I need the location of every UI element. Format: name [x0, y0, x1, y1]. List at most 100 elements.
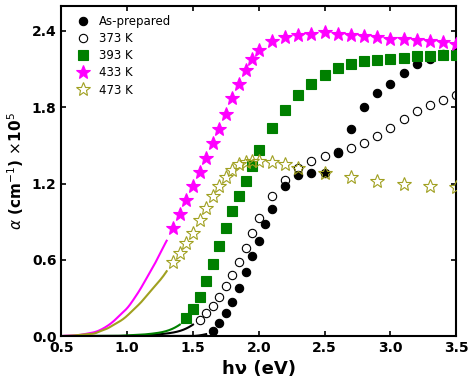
Line: 373 K: 373 K — [195, 90, 460, 324]
373 K — [414, 109, 419, 113]
373 K — [295, 166, 301, 170]
433 K — [335, 31, 340, 36]
393 K — [223, 226, 229, 230]
X-axis label: hν (eV): hν (eV) — [222, 361, 296, 379]
373 K — [249, 231, 255, 235]
As-prepared — [453, 49, 459, 54]
473 K — [348, 175, 354, 179]
373 K — [388, 125, 393, 130]
As-prepared — [243, 270, 248, 275]
433 K — [388, 36, 393, 41]
As-prepared — [309, 171, 314, 175]
433 K — [453, 41, 459, 46]
433 K — [295, 33, 301, 37]
473 K — [282, 162, 288, 167]
393 K — [217, 243, 222, 248]
373 K — [427, 103, 433, 107]
393 K — [203, 279, 209, 284]
393 K — [229, 209, 235, 214]
As-prepared — [427, 56, 433, 61]
393 K — [249, 164, 255, 168]
433 K — [217, 127, 222, 131]
433 K — [269, 39, 275, 43]
393 K — [210, 261, 216, 266]
393 K — [361, 59, 367, 64]
373 K — [322, 153, 328, 158]
393 K — [322, 73, 328, 78]
393 K — [440, 53, 446, 58]
433 K — [282, 35, 288, 40]
473 K — [177, 251, 182, 256]
393 K — [269, 125, 275, 130]
As-prepared — [249, 254, 255, 258]
473 K — [249, 158, 255, 163]
As-prepared — [414, 62, 419, 66]
433 K — [229, 96, 235, 101]
393 K — [335, 66, 340, 70]
433 K — [171, 226, 176, 230]
373 K — [269, 194, 275, 199]
373 K — [210, 303, 216, 308]
433 K — [374, 35, 380, 40]
473 K — [223, 175, 229, 179]
473 K — [229, 167, 235, 172]
473 K — [427, 184, 433, 188]
As-prepared — [217, 321, 222, 326]
433 K — [177, 212, 182, 216]
Y-axis label: $\alpha$ (cm$^{-1}$) $\times$10$^5$: $\alpha$ (cm$^{-1}$) $\times$10$^5$ — [6, 112, 26, 230]
473 K — [322, 171, 328, 175]
473 K — [210, 194, 216, 199]
393 K — [388, 56, 393, 61]
433 K — [361, 34, 367, 38]
373 K — [401, 116, 406, 121]
373 K — [361, 141, 367, 145]
393 K — [309, 82, 314, 87]
393 K — [183, 316, 189, 321]
433 K — [236, 82, 242, 87]
393 K — [243, 179, 248, 183]
473 K — [269, 160, 275, 164]
393 K — [236, 194, 242, 199]
433 K — [197, 170, 202, 174]
As-prepared — [335, 151, 340, 155]
373 K — [440, 97, 446, 102]
As-prepared — [223, 311, 229, 315]
433 K — [183, 198, 189, 202]
As-prepared — [388, 82, 393, 87]
393 K — [427, 54, 433, 59]
As-prepared — [374, 91, 380, 96]
373 K — [374, 134, 380, 139]
As-prepared — [361, 105, 367, 109]
433 K — [401, 36, 406, 41]
433 K — [256, 48, 262, 52]
393 K — [197, 294, 202, 299]
433 K — [440, 40, 446, 45]
373 K — [223, 284, 229, 289]
373 K — [243, 246, 248, 251]
373 K — [236, 260, 242, 265]
433 K — [322, 30, 328, 35]
473 K — [295, 166, 301, 170]
393 K — [348, 62, 354, 66]
373 K — [348, 146, 354, 150]
373 K — [335, 149, 340, 154]
Legend: As-prepared, 373 K, 393 K, 433 K, 473 K: As-prepared, 373 K, 393 K, 433 K, 473 K — [67, 12, 175, 100]
373 K — [453, 92, 459, 97]
473 K — [171, 260, 176, 265]
473 K — [453, 185, 459, 190]
473 K — [256, 158, 262, 163]
373 K — [217, 294, 222, 299]
As-prepared — [295, 172, 301, 177]
393 K — [414, 54, 419, 59]
373 K — [229, 273, 235, 277]
373 K — [282, 177, 288, 182]
473 K — [203, 205, 209, 210]
As-prepared — [256, 238, 262, 243]
473 K — [243, 160, 248, 164]
As-prepared — [282, 184, 288, 188]
393 K — [282, 108, 288, 112]
433 K — [243, 68, 248, 73]
As-prepared — [440, 51, 446, 56]
Line: 473 K: 473 K — [166, 154, 463, 269]
373 K — [309, 158, 314, 163]
